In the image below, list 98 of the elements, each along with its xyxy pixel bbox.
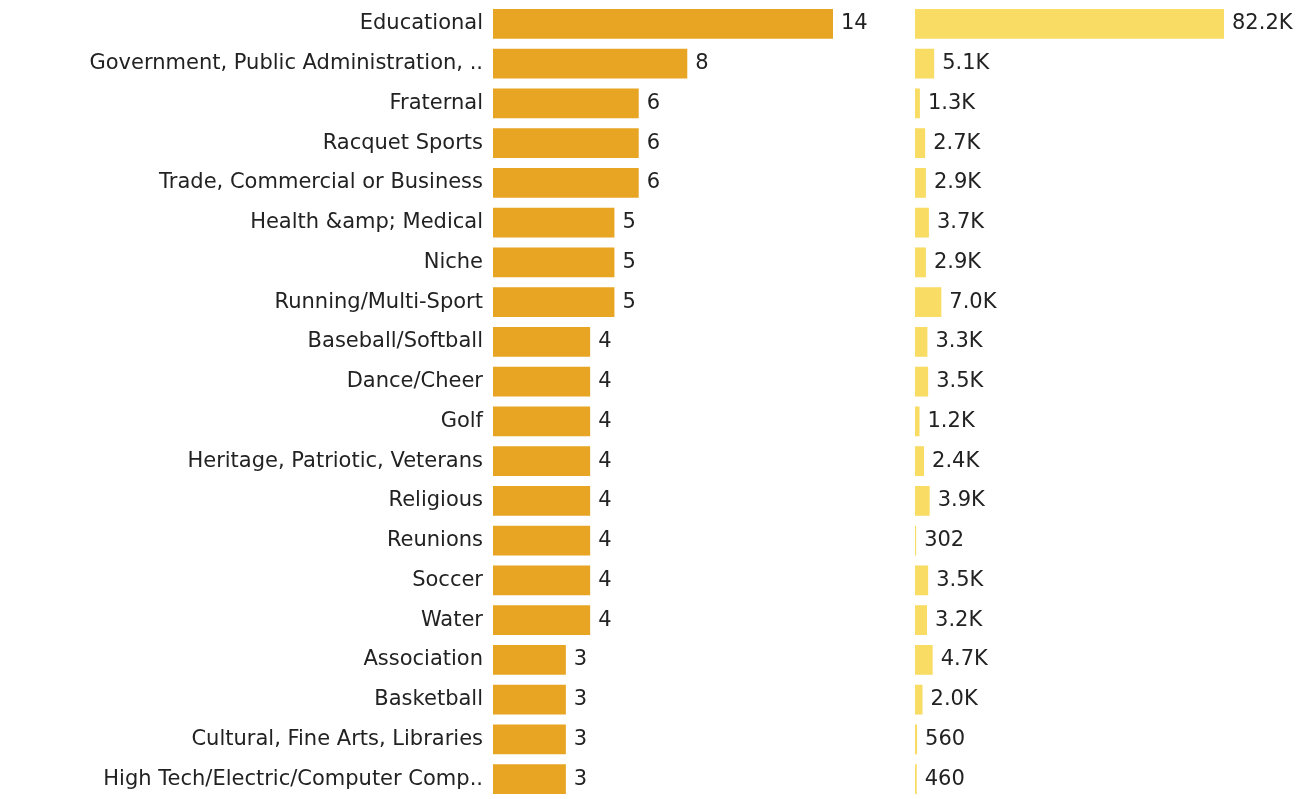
data-label: 1.3K <box>927 89 977 114</box>
y-tick-label: Health &amp; Medical <box>250 209 483 234</box>
data-label: 8 <box>695 50 709 75</box>
data-label: 4 <box>598 368 612 393</box>
data-label: 3.5K <box>936 566 985 591</box>
y-tick-label: Religious <box>388 487 483 512</box>
bar <box>493 167 639 198</box>
bar <box>493 247 615 278</box>
y-tick-label: Educational <box>359 10 483 35</box>
y-tick-label: High Tech/Electric/Computer Comp.. <box>103 765 483 790</box>
bar <box>915 128 926 159</box>
bar <box>493 525 591 556</box>
data-label: 3.7K <box>936 209 986 234</box>
bar <box>915 446 925 477</box>
bar <box>915 644 933 675</box>
data-label: 4 <box>598 606 612 631</box>
data-label: 2.4K <box>932 447 981 472</box>
bar <box>493 764 566 795</box>
data-label: 560 <box>925 725 966 750</box>
y-tick-label: Basketball <box>374 686 483 711</box>
y-tick-label: Niche <box>423 248 483 273</box>
data-label: 4 <box>598 407 612 432</box>
y-tick-label: Dance/Cheer <box>346 368 484 393</box>
y-tick-label: Soccer <box>412 566 484 591</box>
bar <box>915 565 929 596</box>
y-tick-label: Baseball/Softball <box>307 328 483 353</box>
bar <box>915 366 929 397</box>
bar <box>915 326 928 357</box>
bar <box>493 605 591 636</box>
bar <box>493 88 639 119</box>
data-label: 1.2K <box>927 407 976 432</box>
bar <box>915 247 926 278</box>
bar <box>493 684 566 715</box>
bar <box>493 485 591 516</box>
bar <box>493 8 833 39</box>
bar <box>493 287 615 318</box>
data-label: 3 <box>573 725 588 750</box>
bar <box>915 167 926 198</box>
y-tick-label: Water <box>420 606 484 631</box>
data-label: 6 <box>646 89 661 114</box>
data-label: 4.7K <box>940 646 990 671</box>
data-label: 3.5K <box>936 368 985 393</box>
data-label: 3.2K <box>935 606 984 631</box>
y-tick-label: Government, Public Administration, .. <box>89 50 483 75</box>
y-tick-label: Association <box>363 646 483 671</box>
data-label: 6 <box>646 129 661 154</box>
y-tick-label: Cultural, Fine Arts, Libraries <box>191 725 483 750</box>
bar <box>915 287 942 318</box>
data-label: 5 <box>622 288 636 313</box>
data-label: 2.9K <box>933 248 983 273</box>
data-label: 3.9K <box>937 487 987 512</box>
bar <box>915 207 929 238</box>
data-label: 3 <box>573 765 588 790</box>
bar <box>493 446 591 477</box>
data-label: 2.9K <box>933 169 983 194</box>
bar <box>493 366 591 397</box>
data-label: 2.0K <box>930 686 979 711</box>
bar <box>493 128 639 159</box>
y-tick-label: Racquet Sports <box>322 129 483 154</box>
bar <box>915 724 918 755</box>
y-tick-label: Reunions <box>386 527 483 552</box>
bar <box>915 485 930 516</box>
data-label: 82.2K <box>1232 10 1294 35</box>
bar <box>915 88 920 119</box>
y-tick-label: Heritage, Patriotic, Veterans <box>187 447 483 472</box>
bar <box>493 326 591 357</box>
bar <box>493 565 591 596</box>
data-label: 6 <box>646 169 661 194</box>
data-label: 460 <box>924 765 965 790</box>
y-tick-label: Golf <box>440 407 484 432</box>
bar <box>915 684 923 715</box>
y-tick-label: Running/Multi-Sport <box>274 288 483 313</box>
data-label: 4 <box>598 527 612 552</box>
data-label: 5 <box>622 248 636 273</box>
bar <box>915 48 935 79</box>
y-tick-label: Trade, Commercial or Business <box>158 169 483 194</box>
data-label: 3 <box>573 646 588 671</box>
data-label: 4 <box>598 566 612 591</box>
bar <box>915 8 1224 39</box>
data-label: 14 <box>841 10 868 35</box>
bar <box>493 724 566 755</box>
data-label: 3.3K <box>935 328 984 353</box>
data-label: 4 <box>598 487 612 512</box>
bar <box>493 207 615 238</box>
data-label: 5 <box>622 209 636 234</box>
data-label: 4 <box>598 328 612 353</box>
bar <box>915 406 920 437</box>
bar <box>493 644 566 675</box>
data-label: 2.7K <box>933 129 982 154</box>
data-label: 5.1K <box>942 50 991 75</box>
data-label: 4 <box>598 447 612 472</box>
bar <box>915 605 928 636</box>
data-label: 302 <box>924 527 965 552</box>
bar <box>493 48 688 79</box>
data-label: 7.0K <box>949 288 998 313</box>
y-tick-label: Fraternal <box>389 89 483 114</box>
bar <box>493 406 591 437</box>
data-label: 3 <box>573 686 588 711</box>
